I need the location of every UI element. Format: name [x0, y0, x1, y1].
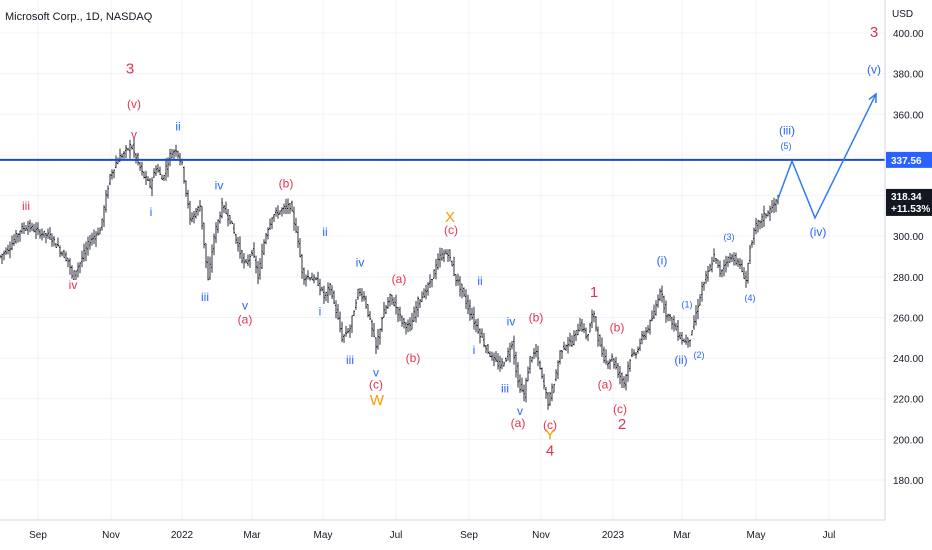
x-tick-label: Jul: [823, 530, 836, 541]
wave-label: (ii): [674, 353, 687, 367]
wave-label: 4: [546, 443, 554, 460]
wave-label: (4): [745, 293, 756, 303]
resistance-price-value: 337.56: [891, 156, 922, 167]
y-tick-label: 220.00: [893, 395, 924, 406]
wave-label: (iv): [810, 225, 827, 239]
wave-label: iii: [501, 382, 509, 396]
wave-label: (3): [724, 232, 735, 242]
wave-label: iii: [346, 353, 354, 367]
x-tick-label: Sep: [460, 530, 478, 541]
wave-label: (i): [657, 254, 668, 268]
wave-label: 1: [590, 284, 598, 301]
last-price-tag: [886, 188, 932, 216]
wave-label: (c): [613, 402, 627, 416]
x-tick-label: Mar: [243, 530, 261, 541]
wave-label: v: [373, 365, 379, 379]
x-tick-label: 2022: [171, 530, 194, 541]
wave-label: (b): [610, 321, 625, 335]
last-price-change: +11.53%: [891, 204, 930, 215]
wave-label: (c): [543, 418, 557, 432]
projection-arrow-head: [868, 92, 877, 103]
wave-label: X: [445, 209, 455, 226]
wave-label: (a): [392, 272, 407, 286]
y-tick-label: 400.00: [893, 29, 924, 40]
wave-label: (v): [867, 63, 881, 77]
wave-label: (iii): [779, 124, 795, 138]
y-tick-label: 280.00: [893, 273, 924, 284]
y-tick-label: 240.00: [893, 354, 924, 365]
wave-label: (b): [406, 351, 421, 365]
wave-label: (5): [781, 141, 792, 151]
y-tick-label: 360.00: [893, 110, 924, 121]
x-tick-label: May: [314, 530, 333, 541]
x-tick-label: May: [747, 530, 766, 541]
wave-label: v: [242, 298, 248, 312]
price-bars: [0, 138, 779, 410]
y-tick-label: 260.00: [893, 313, 924, 324]
x-tick-label: 2023: [602, 530, 625, 541]
wave-label: i: [150, 205, 153, 219]
wave-label: (c): [444, 223, 458, 237]
y-tick-label: 300.00: [893, 232, 924, 243]
wave-label: 3: [870, 24, 878, 41]
x-tick-label: Jul: [390, 530, 403, 541]
wave-label: (1): [682, 299, 693, 309]
wave-label: (a): [598, 378, 613, 392]
x-tick-label: Sep: [29, 530, 47, 541]
chart-title: Microsoft Corp., 1D, NASDAQ: [5, 11, 153, 23]
wave-label: Y: [545, 426, 555, 443]
wave-label: (b): [279, 176, 294, 190]
y-tick-label: 180.00: [893, 476, 924, 487]
wave-label: (2): [694, 350, 705, 360]
wave-projection-line: [777, 93, 877, 220]
wave-label: iv: [507, 315, 516, 329]
wave-label: ii: [175, 120, 180, 134]
wave-label: v: [131, 128, 137, 142]
x-tick-label: Nov: [532, 530, 550, 541]
x-tick-label: Mar: [673, 530, 691, 541]
wave-label: (a): [511, 416, 526, 430]
y-tick-label: 380.00: [893, 70, 924, 81]
wave-label: iii: [22, 199, 30, 213]
wave-label: iv: [215, 178, 224, 192]
wave-label: 3: [126, 61, 134, 78]
wave-label: (c): [369, 378, 383, 392]
wave-label: iv: [69, 278, 78, 292]
resistance-price-tag: [886, 151, 932, 168]
wave-label: i: [473, 343, 476, 357]
wave-label: (a): [238, 313, 253, 327]
grid-lines: [0, 0, 885, 520]
wave-label: 2: [618, 416, 626, 433]
wave-label: ii: [477, 274, 482, 288]
wave-label: (b): [529, 311, 544, 325]
wave-labels: iiiiv3(v)viiiiviiiv(a)(b)iiiiviiiv(c)W(a…: [22, 24, 881, 460]
wave-label: ii: [322, 225, 327, 239]
last-price-value: 318.34: [891, 192, 922, 203]
y-tick-label: 200.00: [893, 435, 924, 446]
wave-label: iii: [201, 290, 209, 304]
chart-lines: [0, 92, 885, 220]
x-tick-label: Nov: [102, 530, 120, 541]
wave-label: W: [370, 392, 385, 409]
wave-label: (v): [127, 97, 141, 111]
wave-label: v: [517, 404, 523, 418]
wave-label: i: [319, 304, 322, 318]
wave-label: iv: [356, 256, 365, 270]
currency-unit: USD: [892, 9, 913, 20]
